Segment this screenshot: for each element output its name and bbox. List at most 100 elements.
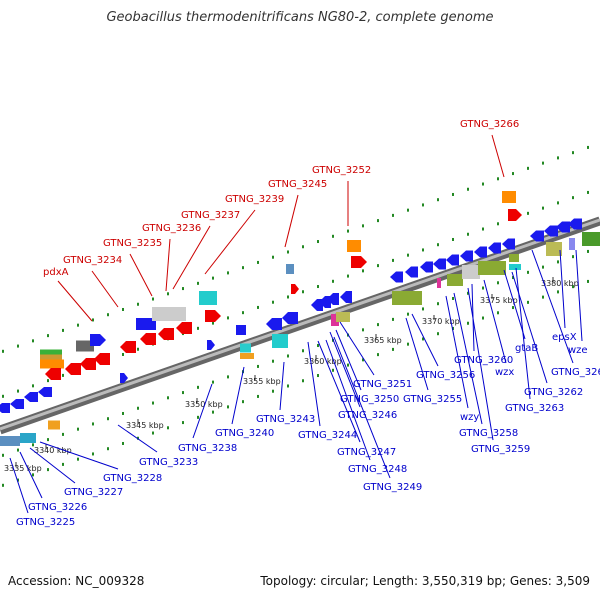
gene-label: epsX xyxy=(552,332,577,343)
tick-dot xyxy=(62,462,64,466)
tick-dot xyxy=(77,323,79,327)
gene-label: GTNG_3256 xyxy=(416,370,475,381)
tick-dot xyxy=(47,438,49,442)
kbp-tick-label: 3350 kbp xyxy=(185,400,223,409)
label-leader xyxy=(515,267,531,400)
tick-dot xyxy=(587,145,589,149)
gene-box xyxy=(392,291,422,305)
tick-dot xyxy=(167,396,169,400)
gene-arrow xyxy=(327,293,339,305)
tick-dot xyxy=(242,400,244,404)
tick-dot xyxy=(347,229,349,233)
tick-dot xyxy=(347,274,349,278)
tick-dot xyxy=(107,313,109,317)
gene-label: GTNG_3240 xyxy=(215,428,274,439)
tick-dot xyxy=(362,269,364,273)
tick-dot xyxy=(497,311,499,315)
gene-arrow xyxy=(405,266,418,278)
tick-dot xyxy=(2,394,4,398)
tick-dot xyxy=(17,344,19,348)
tick-dot xyxy=(392,347,394,351)
tick-dot xyxy=(482,182,484,186)
tick-dot xyxy=(332,234,334,238)
tick-dot xyxy=(467,187,469,191)
gene-arrow xyxy=(176,322,192,334)
kbp-tick-label: 3340 kbp xyxy=(34,446,72,455)
tick-dot xyxy=(47,334,49,338)
tick-dot xyxy=(257,305,259,309)
gene-arrow xyxy=(474,246,487,258)
label-leader xyxy=(317,340,361,443)
gene-box xyxy=(136,318,156,330)
tick-dot xyxy=(557,201,559,205)
tick-dot xyxy=(497,281,499,285)
tick-dot xyxy=(152,297,154,301)
kbp-tick-label: 3355 kbp xyxy=(243,377,281,386)
label-leader xyxy=(491,134,505,178)
tick-dot xyxy=(197,415,199,419)
gene-label: GTNG_3236 xyxy=(142,223,201,234)
backbone-highlight xyxy=(0,218,600,431)
tick-dot xyxy=(272,300,274,304)
tick-dot xyxy=(287,250,289,254)
tick-dot xyxy=(377,219,379,223)
tick-dot xyxy=(362,358,364,362)
gene-box xyxy=(20,433,36,443)
genome-info-text: Topology: circular; Length: 3,550,319 bp… xyxy=(260,574,590,588)
tick-dot xyxy=(362,224,364,228)
gene-box xyxy=(347,240,361,252)
tick-dot xyxy=(257,260,259,264)
gene-label: GTNG_3250 xyxy=(340,394,399,405)
tick-dot xyxy=(242,266,244,270)
tick-dot xyxy=(212,321,214,325)
gene-arrow xyxy=(390,271,403,283)
tick-dot xyxy=(422,307,424,311)
genome-backbone xyxy=(0,216,600,435)
tick-dot xyxy=(557,156,559,160)
label-leader xyxy=(483,279,507,364)
tick-dot xyxy=(482,227,484,231)
gene-box xyxy=(272,334,288,348)
tick-dot xyxy=(542,206,544,210)
gene-label: GTNG_3245 xyxy=(268,179,327,190)
tick-dot xyxy=(572,196,574,200)
tick-dot xyxy=(152,431,154,435)
label-leader xyxy=(117,424,158,453)
gene-label: GTNG_3252 xyxy=(312,165,371,176)
gene-label: wzx xyxy=(495,367,514,378)
tick-dot xyxy=(287,295,289,299)
gene-arrow xyxy=(282,312,298,324)
label-leader xyxy=(39,441,119,470)
tick-dot xyxy=(527,211,529,215)
tick-dot xyxy=(137,302,139,306)
tick-dot xyxy=(407,208,409,212)
tick-dot xyxy=(92,452,94,456)
label-leader xyxy=(204,209,256,275)
gene-arrow xyxy=(291,284,299,294)
gene-box xyxy=(437,278,441,288)
tick-dot xyxy=(467,232,469,236)
gene-label: GTNG_3244 xyxy=(298,430,357,441)
tick-dot xyxy=(467,321,469,325)
tick-dot xyxy=(557,290,559,294)
tick-dot xyxy=(557,260,559,264)
tick-dot xyxy=(107,417,109,421)
tick-dot xyxy=(212,410,214,414)
label-leader xyxy=(307,341,321,427)
gene-label: GTNG_3249 xyxy=(363,482,422,493)
gene-box xyxy=(48,420,60,430)
tick-dot xyxy=(317,285,319,289)
label-leader xyxy=(57,280,93,322)
tick-dot xyxy=(422,337,424,341)
tick-dot xyxy=(362,328,364,332)
tick-dot xyxy=(587,190,589,194)
tick-dot xyxy=(92,318,94,322)
gene-label: wze xyxy=(568,345,588,356)
gene-arrow xyxy=(266,318,282,330)
gene-arrow xyxy=(0,403,10,413)
tick-dot xyxy=(332,279,334,283)
gene-arrow xyxy=(65,363,81,375)
gene-box xyxy=(40,359,64,369)
gene-label: GTNG_3227 xyxy=(64,487,123,498)
